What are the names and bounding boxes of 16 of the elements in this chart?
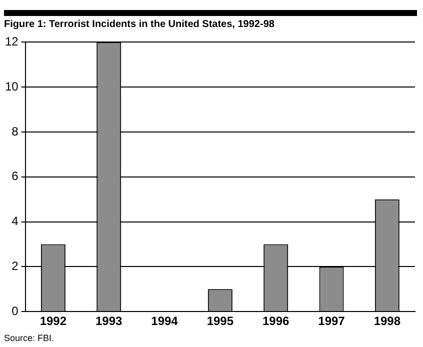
- y-tick-label: 6: [12, 169, 19, 184]
- y-tick-label: 10: [4, 79, 19, 94]
- x-tick-label: 1997: [318, 314, 346, 328]
- x-tick-label: 1996: [262, 314, 290, 328]
- y-tick-label: 2: [12, 259, 19, 274]
- y-tick-label: 0: [12, 304, 19, 318]
- x-tick-label: 1993: [95, 314, 123, 328]
- x-tick-label: 1994: [151, 314, 178, 328]
- source-note: Source: FBI.: [4, 333, 54, 343]
- y-tick-label: 12: [4, 34, 19, 49]
- x-tick-label: 1998: [374, 314, 401, 328]
- y-tick-label: 8: [12, 124, 19, 138]
- x-tick-label: 1995: [206, 314, 234, 328]
- x-tick-label: 1992: [40, 314, 67, 328]
- chart-title: Figure 1: Terrorist Incidents in the United States, 1992-98: [4, 19, 274, 30]
- y-tick-label: 4: [12, 214, 19, 228]
